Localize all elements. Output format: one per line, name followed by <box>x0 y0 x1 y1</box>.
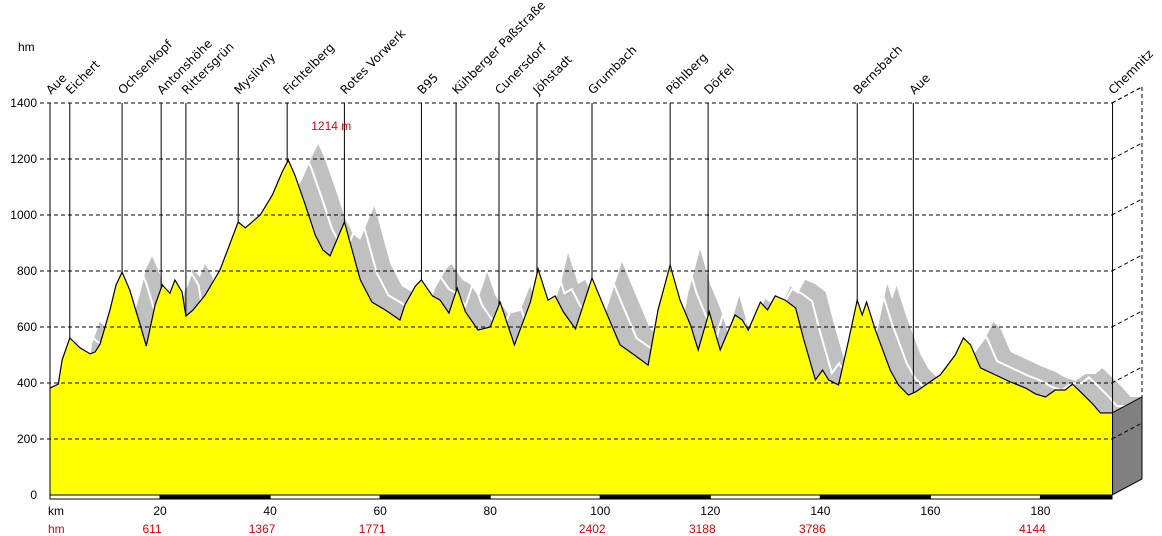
cumulative-climb-label: 4144 <box>1019 522 1046 536</box>
x-axis-unit-label: km <box>48 504 64 518</box>
axis-layer: 20 40 60 80 100 120 140 160 180 611 1367 1771 2402 31… <box>49 103 1113 536</box>
y-tick-label: 1400 <box>10 96 37 110</box>
max-elevation-annotation: 1214 m <box>311 119 351 133</box>
x-tick-label: 120 <box>700 504 720 518</box>
y-tick-label: 1200 <box>10 152 37 166</box>
waypoint-label: Myslivny <box>231 50 278 97</box>
waypoint-label: Eichert <box>63 57 103 97</box>
km-scale-segment <box>49 494 161 500</box>
fill-layer <box>49 158 1112 495</box>
y-tick-label: 1000 <box>10 208 37 222</box>
x-tick-label: 180 <box>1030 504 1050 518</box>
km-scale-segment <box>489 494 601 500</box>
km-scale-segment <box>819 494 931 500</box>
waypoint-label: Rotes Vorwerk <box>338 26 409 97</box>
grid-layer: 0 200 400 600 800 1000 1200 1400 <box>10 86 1143 502</box>
cumulative-climb-unit-label: hm <box>48 522 65 536</box>
gridline-depth-1200 <box>1111 142 1143 160</box>
y-tick-label: 600 <box>17 320 37 334</box>
cumulative-climb-label: 3786 <box>799 522 826 536</box>
km-scale-segment <box>379 494 491 500</box>
x-tick-label: 80 <box>484 504 498 518</box>
cumulative-climb-label: 1367 <box>249 522 276 536</box>
x-tick-label: 140 <box>810 504 830 518</box>
profile-side-face <box>1111 396 1143 496</box>
cumulative-climb-label: 1771 <box>359 522 386 536</box>
y-tick-label: 800 <box>17 264 37 278</box>
waypoint-label: Bernsbach <box>850 42 905 97</box>
profile-area <box>50 160 1112 495</box>
y-tick-label: 200 <box>17 432 37 446</box>
x-tick-label: 100 <box>590 504 610 518</box>
x-tick-label: 60 <box>373 504 387 518</box>
gridline-depth-200 <box>1111 422 1143 440</box>
waypoint-label: Aue <box>907 71 933 97</box>
waypoint-label: Fichtelberg <box>280 40 337 97</box>
cumulative-climb-label: 3188 <box>689 522 716 536</box>
top-depth-edge <box>1111 86 1143 104</box>
waypoint-label: B95 <box>415 71 442 98</box>
x-tick-label: 160 <box>920 504 940 518</box>
km-scale-segment <box>1039 494 1113 500</box>
profile-line <box>49 158 1112 414</box>
gridline-depth-600 <box>1111 310 1143 328</box>
km-scale-segment <box>599 494 711 500</box>
y-tick-label: 0 <box>30 488 37 502</box>
gridline-depth-1000 <box>1111 198 1143 216</box>
km-scale-segment <box>269 494 381 500</box>
cumulative-climb-label: 2402 <box>579 522 606 536</box>
km-scale-segment <box>929 494 1041 500</box>
y-tick-label: 400 <box>17 376 37 390</box>
waypoint-label: Dörfel <box>701 61 737 97</box>
cumulative-climb-label: 611 <box>142 522 161 536</box>
waypoint-label: Chemnitz <box>1106 47 1156 97</box>
gridline-depth-800 <box>1111 254 1143 272</box>
x-tick-label: 20 <box>153 504 167 518</box>
waypoint-label: Grumbach <box>585 43 639 97</box>
gridline-depth-400 <box>1111 366 1143 384</box>
km-scale-segment <box>159 494 271 500</box>
km-scale-segment <box>709 494 821 500</box>
y-axis-unit-label: hm <box>18 40 35 54</box>
x-tick-label: 40 <box>263 504 277 518</box>
